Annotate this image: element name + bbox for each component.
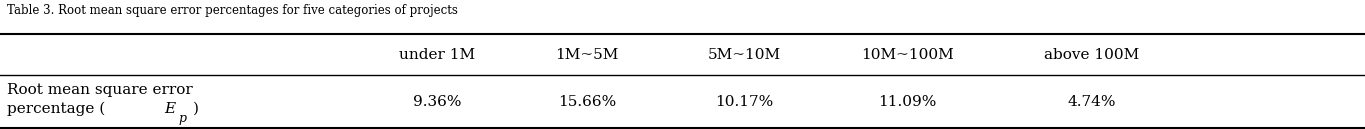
Text: Table 3. Root mean square error percentages for five categories of projects: Table 3. Root mean square error percenta… (7, 4, 457, 17)
Text: percentage (: percentage ( (7, 102, 105, 116)
Text: under 1M: under 1M (399, 48, 475, 62)
Text: p: p (177, 112, 186, 124)
Text: 1M~5M: 1M~5M (556, 48, 618, 62)
Text: Root mean square error: Root mean square error (7, 83, 192, 97)
Text: 10M~100M: 10M~100M (861, 48, 954, 62)
Text: 11.09%: 11.09% (879, 95, 936, 109)
Text: 4.74%: 4.74% (1067, 95, 1117, 109)
Text: 10.17%: 10.17% (715, 95, 773, 109)
Text: E: E (164, 102, 176, 116)
Text: 5M~10M: 5M~10M (707, 48, 781, 62)
Text: 9.36%: 9.36% (412, 95, 461, 109)
Text: 15.66%: 15.66% (558, 95, 616, 109)
Text: ): ) (194, 102, 199, 116)
Text: above 100M: above 100M (1044, 48, 1140, 62)
